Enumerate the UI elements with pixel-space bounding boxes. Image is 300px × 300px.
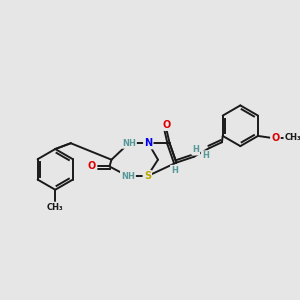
Text: CH₃: CH₃ (285, 134, 300, 142)
Text: NH: NH (121, 172, 135, 181)
Text: NH: NH (122, 139, 136, 148)
Text: CH₃: CH₃ (47, 203, 64, 212)
Text: O: O (88, 161, 96, 172)
Text: H: H (192, 146, 199, 154)
Text: N: N (144, 138, 152, 148)
Text: H: H (202, 151, 209, 160)
Text: H: H (171, 166, 178, 175)
Text: O: O (163, 120, 171, 130)
Text: O: O (271, 133, 280, 143)
Text: S: S (144, 171, 151, 181)
